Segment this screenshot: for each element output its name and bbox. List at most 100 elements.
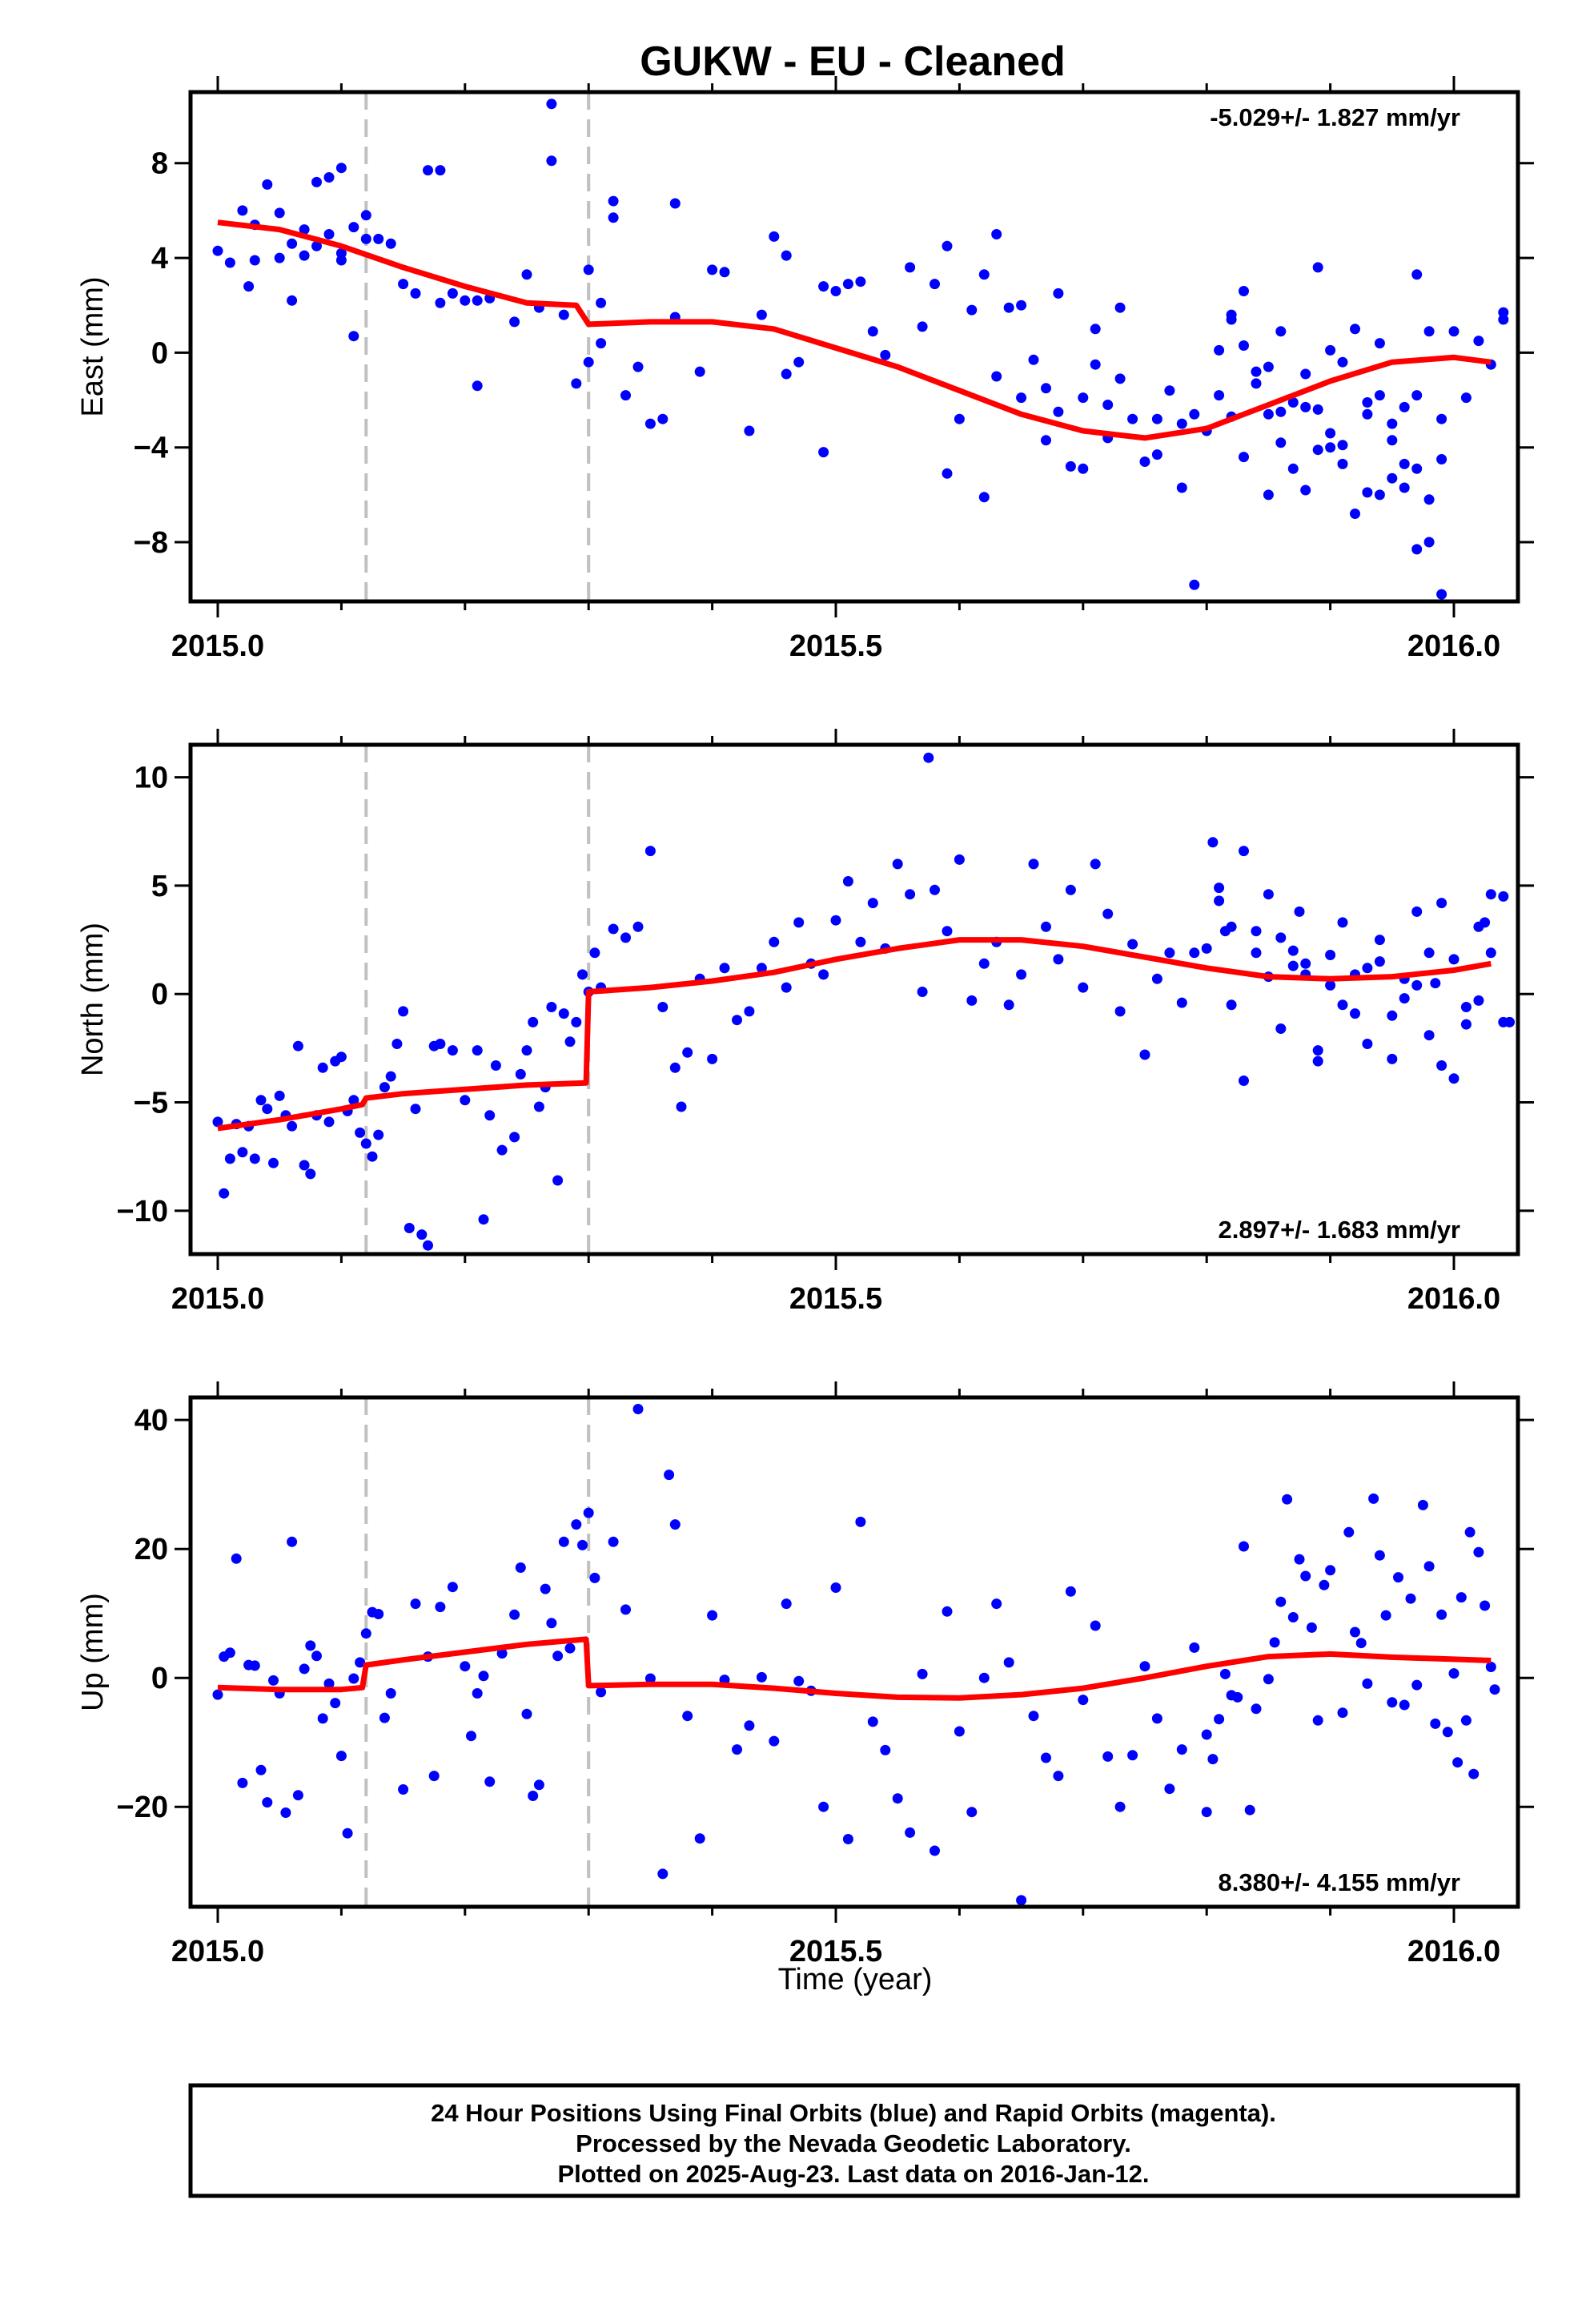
east-data-point bbox=[954, 413, 965, 424]
east-data-point bbox=[1498, 314, 1509, 325]
up-data-point bbox=[577, 1539, 588, 1550]
north-data-point bbox=[1350, 1008, 1360, 1019]
east-data-point bbox=[1078, 463, 1089, 474]
up-data-point bbox=[1325, 1565, 1336, 1576]
north-data-point bbox=[1430, 978, 1441, 989]
north-data-point bbox=[608, 923, 619, 935]
east-data-point bbox=[224, 257, 235, 268]
north-data-point bbox=[707, 1053, 718, 1064]
north-data-point bbox=[1498, 891, 1509, 902]
up-data-point bbox=[867, 1716, 878, 1727]
north-data-point bbox=[1448, 1073, 1460, 1084]
east-data-point bbox=[299, 224, 310, 235]
east-data-point bbox=[1374, 390, 1385, 401]
east-data-point bbox=[212, 245, 223, 256]
up-data-point bbox=[558, 1536, 569, 1547]
up-data-point bbox=[1028, 1711, 1039, 1722]
north-data-point bbox=[769, 936, 780, 947]
north-x-tick-label: 2016.0 bbox=[1407, 1282, 1500, 1316]
north-data-point bbox=[1090, 858, 1101, 870]
north-data-point bbox=[1436, 1060, 1447, 1071]
east-data-point bbox=[1214, 344, 1225, 356]
north-data-point bbox=[1151, 973, 1162, 984]
north-y-tick-label: 10 bbox=[135, 762, 168, 795]
east-y-tick-label: 0 bbox=[151, 336, 168, 370]
up-data-point bbox=[1294, 1554, 1305, 1565]
east-data-point bbox=[1028, 354, 1039, 365]
up-data-point bbox=[472, 1688, 483, 1699]
up-data-point bbox=[818, 1801, 829, 1812]
north-data-point bbox=[348, 1095, 359, 1106]
east-data-point bbox=[1114, 302, 1126, 313]
north-data-point bbox=[1374, 956, 1385, 967]
north-data-point bbox=[1294, 906, 1305, 917]
east-y-tick-label: −4 bbox=[134, 432, 168, 465]
up-data-point bbox=[484, 1776, 496, 1787]
up-data-point bbox=[355, 1657, 366, 1668]
east-data-point bbox=[620, 390, 631, 401]
east-data-point bbox=[1312, 444, 1323, 456]
up-data-point bbox=[1239, 1541, 1249, 1552]
east-data-point bbox=[1287, 463, 1299, 474]
north-data-point bbox=[212, 1116, 223, 1128]
up-data-point bbox=[596, 1687, 607, 1698]
east-data-point bbox=[1041, 435, 1051, 446]
east-data-point bbox=[781, 368, 792, 380]
up-data-point bbox=[1423, 1561, 1435, 1572]
east-data-point bbox=[608, 195, 619, 207]
east-data-point bbox=[1189, 579, 1200, 590]
up-data-point bbox=[1362, 1678, 1373, 1689]
east-data-point bbox=[1016, 392, 1027, 404]
east-data-point bbox=[596, 297, 607, 308]
up-data-point bbox=[1232, 1691, 1243, 1703]
up-data-point bbox=[1319, 1579, 1330, 1590]
east-data-point bbox=[311, 176, 322, 187]
up-rate-label: 8.380+/- 4.155 mm/yr bbox=[1219, 1868, 1460, 1896]
east-data-point bbox=[1090, 324, 1101, 335]
east-data-point bbox=[978, 492, 990, 503]
north-data-point bbox=[398, 1006, 409, 1017]
up-data-point bbox=[1411, 1679, 1423, 1691]
x-axis-label: Time (year) bbox=[778, 1963, 933, 1996]
east-data-point bbox=[311, 240, 322, 251]
north-data-point bbox=[855, 936, 866, 947]
east-data-point bbox=[1423, 537, 1435, 548]
north-data-point bbox=[1312, 1045, 1323, 1056]
up-data-point bbox=[348, 1673, 359, 1684]
east-data-point bbox=[1053, 287, 1064, 299]
north-data-point bbox=[719, 963, 730, 974]
up-data-point bbox=[342, 1827, 353, 1839]
east-data-point bbox=[707, 264, 718, 275]
north-data-point bbox=[423, 1240, 433, 1251]
up-data-point bbox=[460, 1661, 471, 1672]
up-data-point bbox=[379, 1712, 390, 1723]
up-data-point bbox=[1350, 1626, 1360, 1638]
north-data-point bbox=[472, 1045, 483, 1056]
east-data-point bbox=[1239, 286, 1249, 296]
north-model-line bbox=[217, 937, 1492, 1132]
up-data-point bbox=[262, 1797, 273, 1808]
up-data-point bbox=[880, 1744, 891, 1755]
up-data-point bbox=[1306, 1622, 1317, 1633]
north-data-point bbox=[360, 1138, 371, 1149]
north-data-point bbox=[287, 1120, 298, 1132]
up-data-point bbox=[255, 1764, 267, 1775]
north-data-point bbox=[1498, 1016, 1509, 1027]
up-data-point bbox=[1442, 1727, 1453, 1738]
east-model-line bbox=[217, 219, 1492, 441]
east-data-point bbox=[1041, 383, 1051, 394]
east-rate-label: -5.029+/- 1.827 mm/yr bbox=[1210, 103, 1460, 131]
up-data-point bbox=[1387, 1697, 1398, 1708]
north-data-point bbox=[756, 963, 767, 974]
up-data-point bbox=[769, 1735, 780, 1747]
up-data-point bbox=[978, 1672, 990, 1683]
up-data-point bbox=[966, 1807, 978, 1818]
north-data-point bbox=[571, 1016, 582, 1027]
up-data-point bbox=[942, 1606, 953, 1617]
up-data-point bbox=[533, 1779, 544, 1791]
east-data-point bbox=[1251, 366, 1262, 377]
north-data-point bbox=[546, 1002, 557, 1012]
north-data-point bbox=[1114, 1006, 1126, 1017]
up-data-point bbox=[1399, 1699, 1410, 1711]
east-data-point bbox=[1078, 392, 1089, 404]
